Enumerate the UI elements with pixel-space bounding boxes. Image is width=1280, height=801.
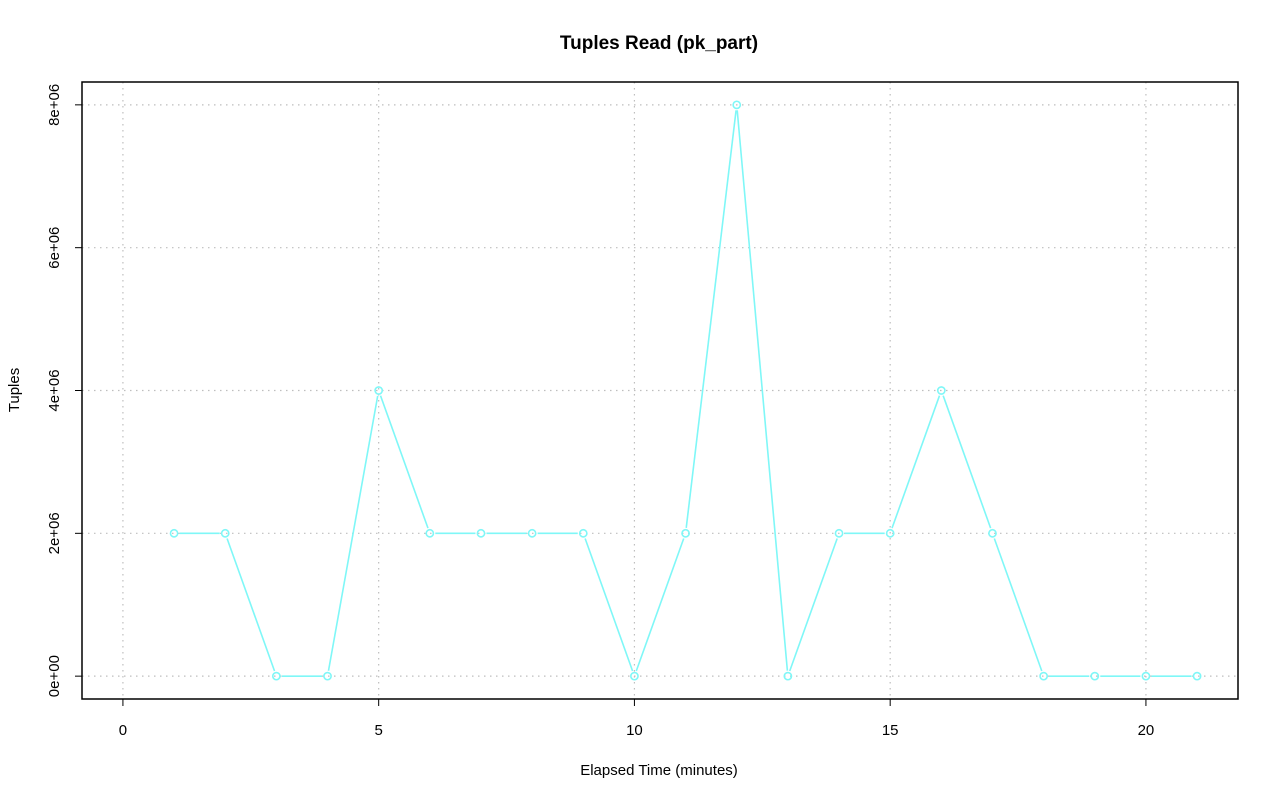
series-0-segment-1 <box>226 538 276 672</box>
series-0-point-10 <box>681 528 690 538</box>
series-0-segment-9 <box>635 538 685 672</box>
series-0-point-16 <box>988 528 997 538</box>
series-0-point-7 <box>527 528 537 538</box>
y-tick-label-4: 8e+06 <box>46 84 63 126</box>
series-0-point-4 <box>374 386 384 395</box>
series-0-segment-11 <box>736 110 789 671</box>
x-tick-label-3: 15 <box>882 722 899 739</box>
series-0-segment-3 <box>327 395 379 671</box>
series-0-point-2 <box>271 671 281 681</box>
series-0-point-12 <box>783 671 793 681</box>
y-tick-label-1: 2e+06 <box>46 512 63 554</box>
series-0-point-15 <box>936 386 946 395</box>
series-0-point-13 <box>834 528 844 538</box>
y-tick-label-3: 6e+06 <box>46 227 63 269</box>
series-0-point-20 <box>1192 671 1202 681</box>
series-0-point-18 <box>1090 671 1100 681</box>
series-0-point-6 <box>476 528 486 538</box>
series-0-point-3 <box>323 671 332 681</box>
series-0-segment-15 <box>942 395 992 529</box>
y-axis: 0e+00 2e+06 4e+06 6e+06 8e+06 <box>46 84 83 697</box>
series-0-point-5 <box>425 528 435 538</box>
series-0-segment-8 <box>584 538 634 672</box>
series-0-point-19 <box>1141 671 1151 681</box>
x-tick-label-2: 10 <box>626 722 643 739</box>
x-tick-label-0: 0 <box>119 722 127 739</box>
y-axis-label: Tuples <box>6 368 23 412</box>
series-group <box>169 100 1202 681</box>
series-0-point-9 <box>630 671 639 681</box>
series-0-point-0 <box>169 528 179 538</box>
series-0-point-17 <box>1039 671 1049 681</box>
series-0-segment-16 <box>993 538 1043 672</box>
chart-title: Tuples Read (pk_part) <box>560 33 758 54</box>
y-tick-label-2: 4e+06 <box>46 369 63 411</box>
series-0-segment-12 <box>788 538 838 672</box>
x-tick-label-1: 5 <box>375 722 383 739</box>
x-axis: 0 5 10 15 20 <box>119 698 1155 739</box>
y-tick-label-0: 0e+00 <box>46 655 63 697</box>
x-axis-label: Elapsed Time (minutes) <box>580 762 738 779</box>
series-0-segment-14 <box>891 395 941 529</box>
series-0-point-14 <box>885 528 895 538</box>
x-tick-label-4: 20 <box>1138 722 1155 739</box>
series-0-segment-10 <box>685 110 737 528</box>
series-0-point-8 <box>578 528 588 538</box>
series-0-point-1 <box>220 528 230 538</box>
grid-lines <box>82 82 1238 699</box>
series-0-point-11 <box>732 100 742 110</box>
series-0-segment-4 <box>379 395 429 529</box>
